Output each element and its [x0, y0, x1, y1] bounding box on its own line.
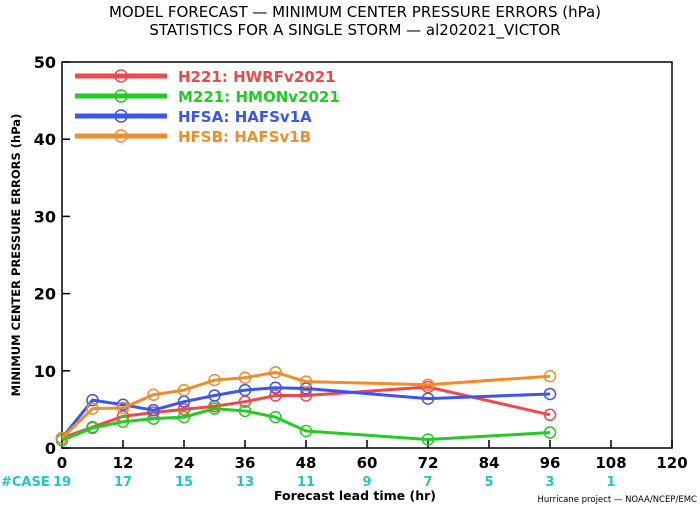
x-tick-label: 72 — [418, 454, 439, 472]
data-point — [116, 415, 130, 429]
case-count: 3 — [545, 475, 554, 490]
series-layer — [55, 366, 557, 447]
x-tick-label: 60 — [357, 454, 378, 472]
legend-swatch-marker — [114, 109, 128, 123]
x-axis-ticks: 0 12 24 36 48 60 72 84 96 108 120 — [57, 440, 688, 472]
x-tick-label: 108 — [595, 454, 626, 472]
data-point — [208, 402, 221, 415]
legend: H221: HWRFv2021 M221: HMONv2021 HFSA: HAFS… — [75, 68, 340, 146]
x-tick-label: 0 — [57, 454, 67, 472]
data-point — [147, 412, 160, 425]
data-point — [238, 383, 252, 397]
data-point — [86, 421, 99, 435]
chart-title-line-1: MODEL FORECAST — MINIMUM CENTER PRESSURE… — [109, 3, 601, 21]
data-point — [177, 403, 191, 416]
legend-swatch-marker — [114, 89, 128, 103]
y-tick-label: 20 — [34, 285, 56, 304]
case-count: 13 — [236, 475, 254, 490]
data-point — [299, 375, 313, 388]
data-point — [421, 378, 435, 391]
legend-swatch-marker — [114, 69, 128, 83]
data-point — [269, 381, 282, 395]
legend-label: M221: HMONv2021 — [178, 88, 340, 106]
y-tick-label: 40 — [34, 130, 56, 149]
series-line — [60, 386, 551, 439]
x-tick-label: 96 — [540, 454, 561, 472]
data-point — [421, 433, 435, 446]
data-point — [177, 410, 191, 424]
data-point — [543, 426, 557, 439]
x-tick-label: 84 — [479, 454, 500, 472]
case-count-row: 19 17 15 13 11 9 7 5 3 1 — [53, 475, 616, 490]
case-count: 19 — [53, 475, 71, 490]
x-tick-label: 24 — [174, 454, 195, 472]
legend-label: HFSA: HAFSv1A — [178, 108, 312, 126]
y-tick-label: 30 — [34, 207, 56, 226]
y-tick-label: 10 — [34, 362, 56, 381]
series-2 — [55, 381, 557, 445]
y-tick-label: 50 — [34, 53, 56, 72]
data-point — [543, 408, 557, 422]
data-point — [543, 369, 557, 383]
series-3 — [55, 366, 557, 445]
data-point — [86, 402, 99, 415]
case-count: 1 — [606, 475, 615, 490]
x-axis-label: Forecast lead time (hr) — [274, 488, 436, 503]
x-tick-label: 120 — [656, 454, 687, 472]
data-point — [421, 392, 435, 405]
chart-title-line-2: STATISTICS FOR A SINGLE STORM — al202021… — [149, 21, 560, 40]
case-count: 15 — [175, 475, 193, 490]
x-tick-label: 12 — [113, 454, 134, 472]
data-point — [147, 388, 160, 401]
data-point — [269, 389, 282, 402]
data-point — [177, 383, 191, 397]
y-tick-label: 0 — [45, 439, 56, 458]
case-count: 9 — [362, 475, 371, 490]
data-point — [238, 371, 252, 384]
data-point — [269, 366, 282, 379]
credit-text: Hurricane project — NOAA/NCEP/EMC — [537, 495, 697, 505]
series-1 — [55, 402, 557, 447]
data-point — [147, 403, 160, 417]
legend-label: H221: HWRFv2021 — [178, 68, 336, 86]
data-point — [299, 424, 313, 438]
data-point — [238, 404, 252, 418]
data-point — [208, 389, 221, 402]
data-point — [269, 410, 282, 424]
data-point — [116, 401, 130, 415]
data-point — [86, 393, 99, 407]
series-line — [60, 370, 551, 440]
data-point — [55, 431, 69, 445]
data-point — [208, 373, 221, 387]
case-count: 7 — [423, 475, 432, 490]
case-label: #CASE — [1, 475, 50, 490]
data-point — [543, 387, 557, 401]
legend-label: HFSB: HAFSv1B — [178, 128, 311, 146]
y-axis-ticks: 0 10 20 30 40 50 — [34, 53, 70, 458]
case-count: 5 — [484, 475, 493, 490]
x-tick-label: 36 — [235, 454, 256, 472]
legend-swatch-marker — [114, 129, 128, 143]
case-count: 11 — [297, 475, 315, 490]
case-count: 17 — [114, 475, 132, 490]
x-tick-label: 48 — [296, 454, 317, 472]
series-line — [61, 407, 551, 442]
y-axis-label: MINIMUM CENTER PRESSURE ERRORS (hPa) — [9, 114, 23, 397]
